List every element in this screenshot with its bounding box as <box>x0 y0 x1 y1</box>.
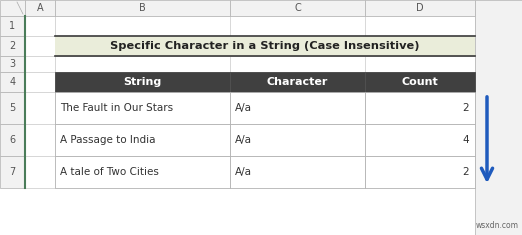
Bar <box>25 92 55 124</box>
Bar <box>365 92 475 124</box>
Bar <box>365 124 475 156</box>
Bar <box>365 56 475 72</box>
Bar <box>365 156 475 188</box>
Text: D: D <box>416 3 424 13</box>
Bar <box>0 156 25 188</box>
Text: 7: 7 <box>9 167 16 177</box>
Bar <box>0 124 25 156</box>
Text: Specific Character in a String (Case Insensitive): Specific Character in a String (Case Ins… <box>110 41 420 51</box>
Bar <box>25 0 55 16</box>
Bar <box>365 72 475 92</box>
Text: C: C <box>294 3 301 13</box>
Bar <box>0 16 25 36</box>
Bar <box>0 36 25 56</box>
Bar <box>230 124 365 156</box>
Bar <box>55 124 230 156</box>
Bar <box>55 36 475 56</box>
Text: 2: 2 <box>9 41 16 51</box>
Bar <box>25 56 55 72</box>
Bar <box>365 124 475 156</box>
Bar <box>230 56 365 72</box>
Bar <box>25 156 55 188</box>
Bar <box>55 56 230 72</box>
Bar <box>55 124 230 156</box>
Text: String: String <box>123 77 162 87</box>
Bar <box>25 72 55 92</box>
Bar <box>230 92 365 124</box>
Bar <box>55 156 230 188</box>
Bar <box>230 72 365 92</box>
Bar <box>230 156 365 188</box>
Text: 2: 2 <box>462 167 469 177</box>
Bar <box>365 36 475 56</box>
Bar <box>25 16 475 235</box>
Text: 2: 2 <box>462 103 469 113</box>
Bar <box>365 156 475 188</box>
Text: A/a: A/a <box>235 103 252 113</box>
Bar <box>55 156 230 188</box>
Text: 3: 3 <box>9 59 16 69</box>
Bar <box>0 72 25 92</box>
Bar <box>230 72 365 92</box>
Bar <box>230 156 365 188</box>
Bar <box>0 0 25 16</box>
Text: A: A <box>37 3 43 13</box>
Bar <box>25 36 55 56</box>
Bar <box>25 72 55 92</box>
Bar <box>230 0 365 16</box>
Bar <box>230 124 365 156</box>
Bar <box>25 124 55 156</box>
Bar <box>365 0 475 16</box>
Text: A Passage to India: A Passage to India <box>60 135 156 145</box>
Bar <box>25 16 55 36</box>
Bar <box>25 156 55 188</box>
Text: A/a: A/a <box>235 167 252 177</box>
Text: 5: 5 <box>9 103 16 113</box>
Text: B: B <box>139 3 146 13</box>
Bar <box>475 0 522 235</box>
Bar <box>25 124 55 156</box>
Bar <box>25 16 55 36</box>
Bar <box>0 56 25 72</box>
Bar <box>55 0 230 16</box>
Text: wsxdn.com: wsxdn.com <box>476 221 519 230</box>
Text: Character: Character <box>267 77 328 87</box>
Text: 1: 1 <box>9 21 16 31</box>
Bar <box>25 36 55 56</box>
Bar <box>55 72 230 92</box>
Bar <box>25 92 55 124</box>
Text: 6: 6 <box>9 135 16 145</box>
Text: The Fault in Our Stars: The Fault in Our Stars <box>60 103 173 113</box>
Text: 4: 4 <box>462 135 469 145</box>
Text: A/a: A/a <box>235 135 252 145</box>
Bar <box>55 72 230 92</box>
Bar <box>365 16 475 36</box>
Text: A tale of Two Cities: A tale of Two Cities <box>60 167 159 177</box>
Bar <box>55 92 230 124</box>
Bar <box>365 72 475 92</box>
Bar <box>55 92 230 124</box>
Bar <box>365 92 475 124</box>
Text: 4: 4 <box>9 77 16 87</box>
Bar <box>0 92 25 124</box>
Text: Count: Count <box>401 77 438 87</box>
Bar <box>25 56 55 72</box>
Bar <box>230 92 365 124</box>
Bar <box>55 16 230 36</box>
Bar <box>230 16 365 36</box>
Bar <box>55 36 230 56</box>
Bar <box>230 36 365 56</box>
